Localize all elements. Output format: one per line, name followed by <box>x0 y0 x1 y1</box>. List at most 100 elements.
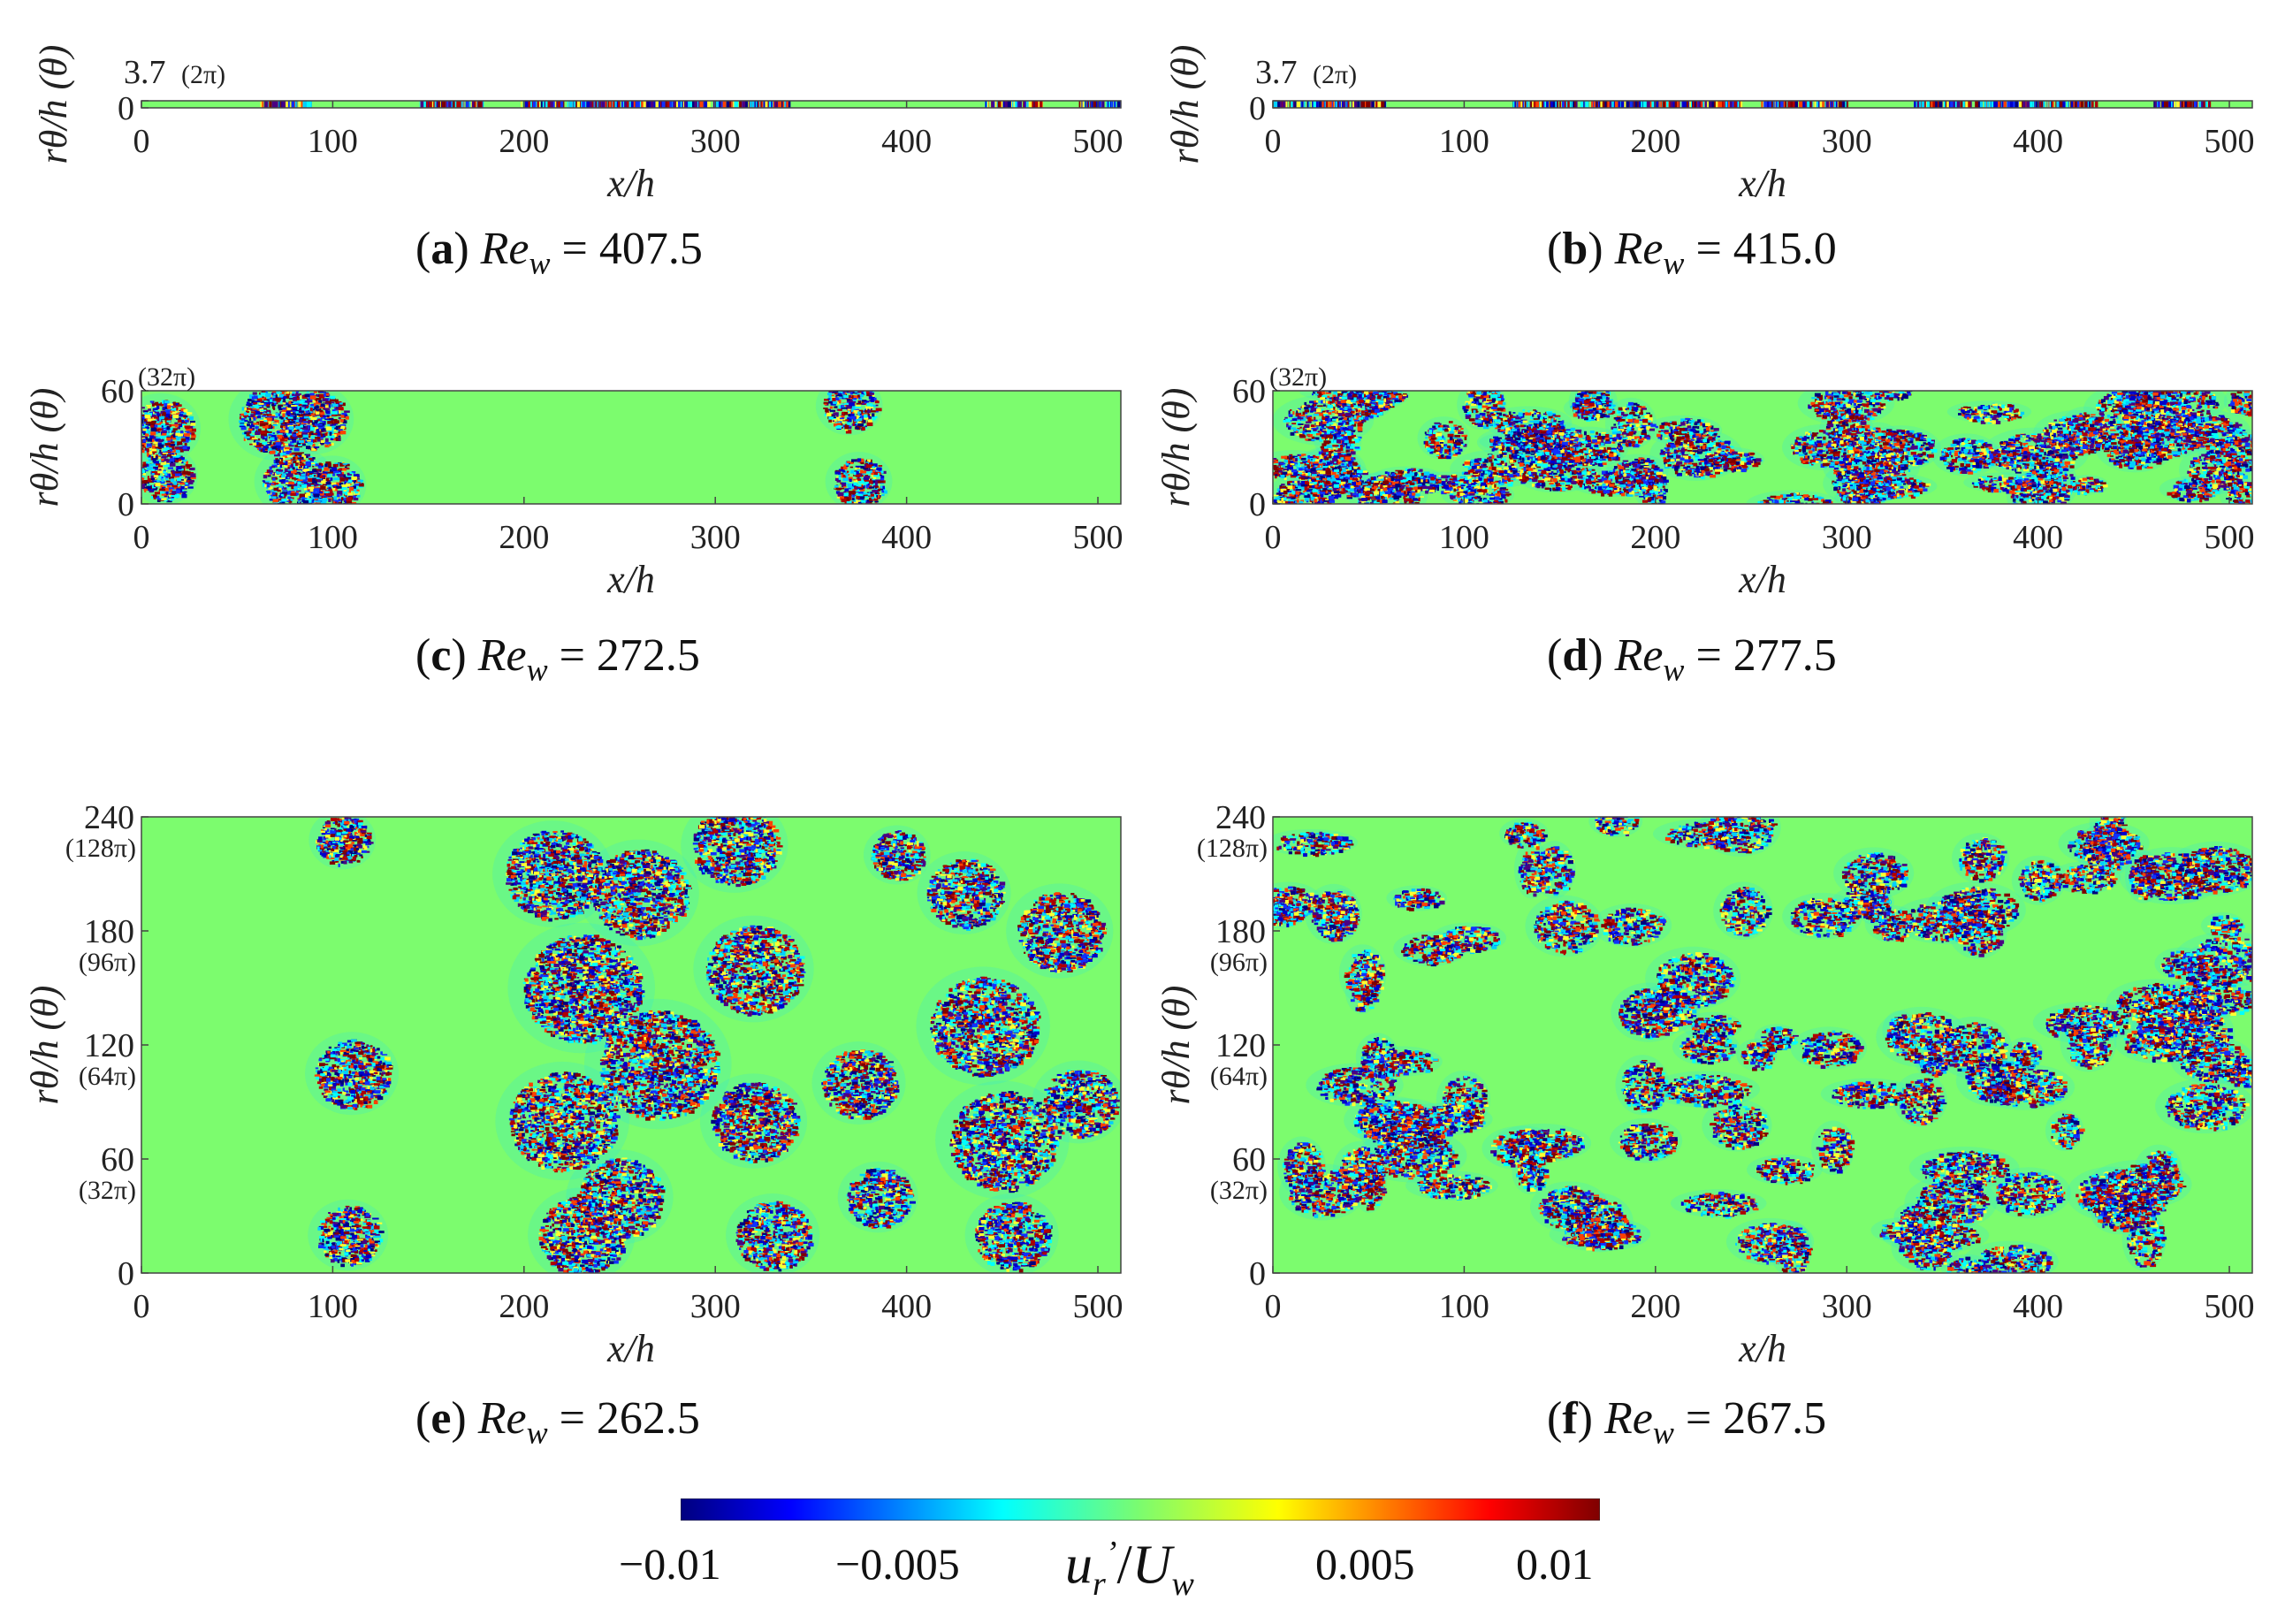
turbulence-cell <box>170 458 174 461</box>
turbulence-cell <box>781 101 783 108</box>
turbulence-cell <box>170 499 172 500</box>
turbulence-cell <box>180 466 185 469</box>
turbulence-cell <box>334 463 340 466</box>
turbulence-cell <box>306 492 309 494</box>
turbulence-cell <box>680 101 682 108</box>
turbulence-cell <box>336 438 341 441</box>
turbulence-cell <box>174 406 177 408</box>
turbulence-cell <box>164 470 166 474</box>
turbulence-cell <box>324 442 331 444</box>
turbulence-cell <box>281 425 286 429</box>
turbulence-cell <box>143 433 146 435</box>
turbulence-cell <box>155 480 160 484</box>
turbulence-cell <box>315 414 319 416</box>
turbulence-cell <box>1841 101 1843 108</box>
turbulence-cell <box>314 403 316 407</box>
turbulence-cell <box>1629 101 1632 108</box>
turbulence-cell <box>157 469 162 472</box>
turbulence-cell <box>1283 101 1285 108</box>
turbulence-cell <box>868 416 872 419</box>
turbulence-cell <box>181 469 185 472</box>
turbulence-cell <box>149 464 153 466</box>
turbulence-cell <box>312 506 316 508</box>
turbulence-cell <box>1587 101 1588 108</box>
turbulence-cell <box>289 423 292 427</box>
turbulence-cell <box>186 440 191 442</box>
turbulence-cell <box>166 437 171 440</box>
turbulence-cell <box>857 422 861 425</box>
turbulence-cell <box>337 492 341 495</box>
turbulence-cell <box>573 101 574 108</box>
turbulence-cell <box>315 427 321 431</box>
turbulence-cell <box>305 507 310 509</box>
turbulence-cell <box>1932 101 1935 108</box>
turbulence-cell <box>1969 101 1972 108</box>
turbulence-cell <box>309 410 313 414</box>
turbulence-cell <box>864 415 867 418</box>
turbulence-cell <box>307 433 312 437</box>
turbulence-cell <box>460 101 462 108</box>
turbulence-cell <box>846 462 850 465</box>
turbulence-cell <box>833 412 838 416</box>
turbulence-cell <box>345 507 348 509</box>
turbulence-cell <box>1360 101 1363 108</box>
turbulence-cell <box>862 477 865 479</box>
turbulence-cell <box>856 393 860 395</box>
turbulence-cell <box>1567 101 1570 108</box>
turbulence-cell <box>169 460 172 462</box>
turbulence-cell <box>579 101 581 108</box>
turbulence-cell <box>875 483 878 486</box>
turbulence-cell <box>2194 101 2197 108</box>
turbulence-cell <box>346 477 347 480</box>
turbulence-cell <box>1352 101 1356 108</box>
turbulence-cell <box>181 479 184 481</box>
turbulence-cell <box>164 429 170 431</box>
turbulence-cell <box>331 443 334 446</box>
turbulence-cell <box>768 101 772 108</box>
y-tick-angle-label: (2π) <box>181 60 225 89</box>
turbulence-cell <box>1563 101 1565 108</box>
x-tick-label: 200 <box>1630 123 1680 160</box>
turbulence-cell <box>262 400 268 403</box>
turbulence-cell <box>269 437 271 438</box>
turbulence-cell <box>312 419 316 421</box>
turbulence-cell <box>334 486 339 489</box>
turbulence-cell <box>1739 101 1742 108</box>
turbulence-cell <box>271 446 276 450</box>
turbulence-cell <box>240 425 246 428</box>
turbulence-cell <box>1726 101 1727 108</box>
turbulence-cell <box>1567 101 1569 108</box>
turbulence-cell <box>172 491 176 492</box>
turbulence-cell <box>278 436 281 438</box>
turbulence-cell <box>310 473 314 476</box>
turbulence-cell <box>1558 101 1559 108</box>
turbulence-cell <box>323 495 326 498</box>
turbulence-cell <box>861 461 864 464</box>
turbulence-cell <box>165 452 171 454</box>
turbulence-cell <box>266 431 271 433</box>
turbulence-cell <box>845 405 847 407</box>
turbulence-cell <box>276 413 280 416</box>
turbulence-cell <box>308 484 315 486</box>
turbulence-cell <box>872 463 877 466</box>
turbulence-cell <box>1614 101 1617 108</box>
turbulence-cell <box>1833 101 1835 108</box>
turbulence-cell <box>308 476 315 477</box>
turbulence-cell <box>161 462 166 465</box>
turbulence-cell <box>869 461 871 462</box>
turbulence-cell <box>279 458 283 461</box>
turbulence-cell <box>824 402 829 405</box>
turbulence-cell <box>308 484 311 486</box>
turbulence-cell <box>1011 101 1012 108</box>
turbulence-cell <box>161 425 164 427</box>
turbulence-cell <box>429 101 430 108</box>
turbulence-cell <box>308 492 310 496</box>
turbulence-cell <box>334 433 340 437</box>
turbulence-cell <box>171 447 174 450</box>
turbulence-cell <box>2015 101 2018 108</box>
turbulence-cell <box>276 471 281 475</box>
turbulence-cell <box>323 402 327 405</box>
turbulence-cell <box>867 403 873 407</box>
turbulence-cell <box>1575 101 1578 108</box>
turbulence-cell <box>297 472 301 474</box>
